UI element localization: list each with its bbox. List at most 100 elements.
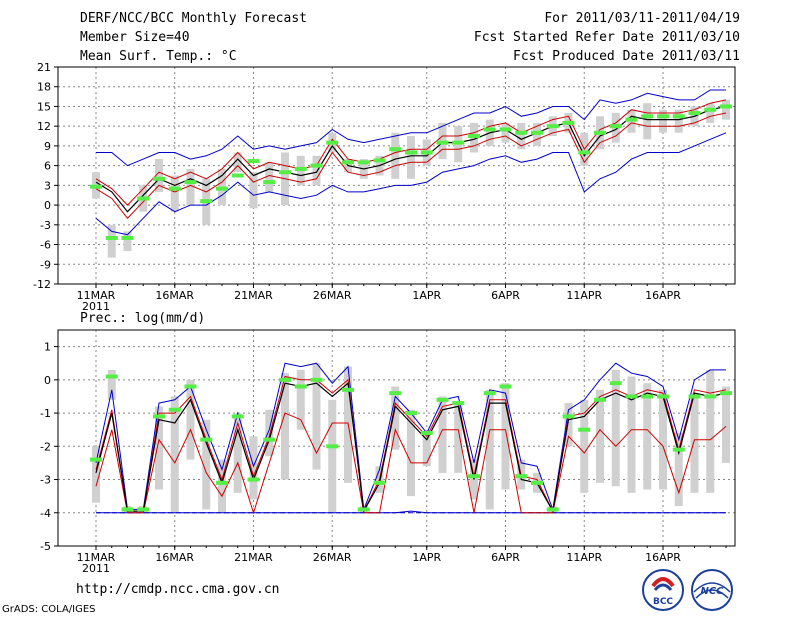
observed-marker — [105, 374, 118, 379]
y-tick-label: -9 — [40, 258, 51, 271]
spread-bar — [123, 231, 132, 252]
observed-marker — [105, 235, 118, 240]
min-line — [95, 132, 727, 236]
observed-marker — [168, 407, 181, 412]
y-tick-label: 1 — [44, 341, 51, 354]
x-tick-label: 26MAR — [313, 551, 352, 564]
y-tick-label: 18 — [37, 81, 51, 94]
observed-marker — [657, 114, 669, 119]
observed-marker — [672, 447, 685, 452]
spread-bar — [107, 369, 116, 400]
observed-marker — [578, 427, 591, 432]
spread-bar — [249, 436, 258, 500]
observed-marker — [594, 130, 606, 135]
observed-marker — [641, 394, 654, 399]
observed-marker — [499, 384, 512, 389]
spread-bar — [706, 103, 715, 123]
x-tick-sublabel: 2011 — [82, 300, 110, 313]
observed-marker — [562, 414, 575, 419]
source-url[interactable]: http://cmdp.ncc.cma.gov.cn — [76, 582, 280, 597]
bcc-logo-text: BCC — [653, 597, 673, 607]
observed-marker — [231, 173, 244, 178]
spread-bar — [659, 109, 667, 133]
spread-bar — [107, 224, 116, 258]
y-tick-label: -6 — [40, 239, 51, 252]
upper-line — [95, 375, 727, 513]
upper-line — [95, 99, 727, 206]
forecast-period: For 2011/03/11-2011/04/19 — [544, 11, 740, 26]
spread-bar — [312, 363, 321, 470]
spread-bar — [312, 155, 321, 186]
spread-bar — [659, 389, 667, 490]
observed-marker — [562, 120, 575, 125]
observed-marker — [420, 431, 433, 436]
x-tick-label: 16MAR — [155, 551, 194, 564]
y-tick-label: 21 — [37, 61, 51, 74]
y-tick-label: -5 — [40, 540, 51, 553]
observed-marker — [688, 394, 701, 399]
spread-bar — [391, 132, 400, 179]
observed-marker — [153, 176, 165, 181]
spread-bar — [706, 369, 715, 493]
y-tick-label: 15 — [37, 100, 51, 113]
observed-marker — [405, 411, 417, 416]
y-tick-label: -2 — [40, 440, 51, 453]
panel-frame — [57, 66, 736, 285]
observed-marker — [405, 150, 417, 155]
observed-marker — [468, 474, 480, 479]
observed-marker — [137, 507, 150, 512]
observed-marker — [310, 377, 323, 382]
observed-marker — [90, 184, 102, 189]
spread-bar — [170, 396, 179, 513]
x-tick-label: 21MAR — [234, 289, 273, 302]
observed-marker — [515, 130, 528, 135]
lower-line — [95, 412, 727, 515]
spread-bar — [627, 376, 636, 493]
observed-marker — [342, 387, 354, 392]
spread-bar — [722, 99, 730, 120]
y-tick-label: -3 — [40, 474, 51, 487]
observed-marker — [546, 507, 559, 512]
grads-credit: GrADS: COLA/IGES — [2, 604, 96, 615]
observed-marker — [200, 199, 213, 204]
x-tick-label: 11APR — [566, 551, 602, 564]
observed-marker — [594, 397, 606, 402]
observed-marker — [657, 394, 669, 399]
observed-marker — [231, 414, 244, 419]
observed-marker — [247, 477, 260, 482]
spread-bar — [596, 389, 604, 483]
observed-marker — [342, 160, 354, 165]
observed-marker — [310, 163, 323, 168]
spread-bar — [265, 409, 274, 457]
observed-marker — [483, 391, 496, 396]
ncc-logo-text: NCC — [700, 586, 724, 597]
spread-bar — [501, 383, 510, 490]
bcc-logo: BCC — [642, 569, 684, 611]
observed-marker — [137, 196, 150, 201]
chart-title: DERF/NCC/BCC Monthly Forecast — [80, 11, 307, 26]
observed-marker — [515, 474, 528, 479]
observed-marker — [357, 160, 370, 165]
observed-marker — [153, 414, 165, 419]
observed-marker — [578, 150, 591, 155]
observed-marker — [263, 180, 276, 185]
spread-bar — [186, 168, 195, 206]
observed-marker — [609, 381, 622, 386]
y-tick-label: -4 — [40, 507, 51, 520]
observed-marker — [704, 394, 717, 399]
observed-marker — [357, 507, 370, 512]
x-tick-sublabel: 2011 — [82, 562, 110, 575]
spread-bar — [643, 103, 652, 140]
observed-marker — [720, 391, 732, 396]
y-tick-label: 0 — [44, 199, 51, 212]
spread-bar — [407, 409, 415, 497]
spread-bar — [422, 433, 431, 467]
observed-marker — [389, 391, 402, 396]
observed-marker — [216, 186, 228, 191]
observed-marker — [294, 166, 307, 171]
observed-marker — [452, 140, 465, 145]
member-size-label: Member Size=40 — [80, 30, 190, 45]
